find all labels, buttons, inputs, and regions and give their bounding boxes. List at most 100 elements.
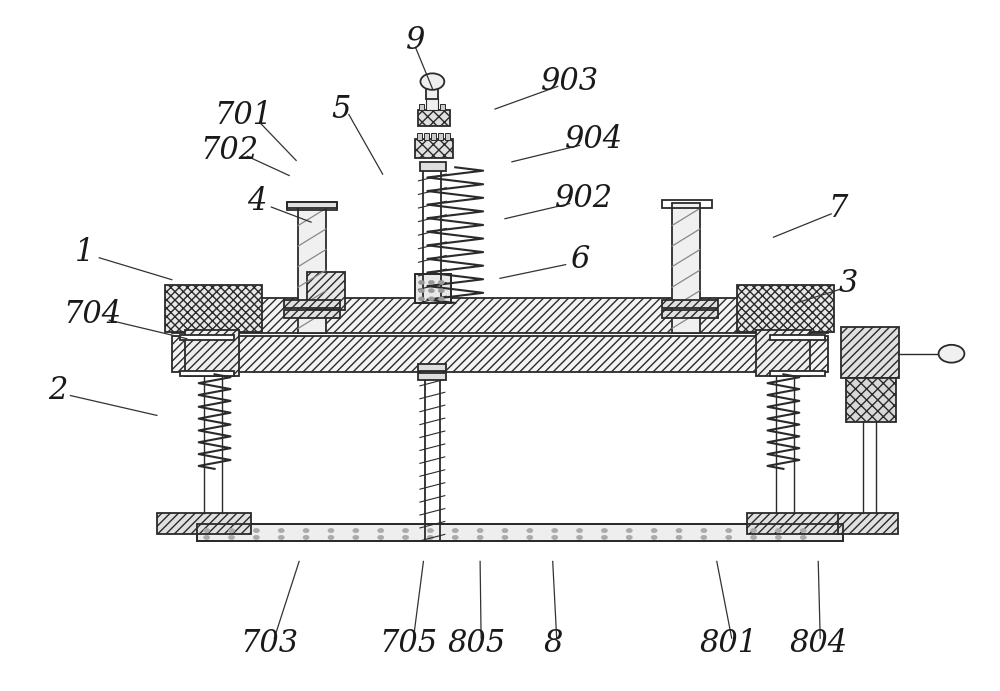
Bar <box>172 298 828 333</box>
Text: 8: 8 <box>544 628 563 659</box>
Circle shape <box>204 529 210 533</box>
Text: 4: 4 <box>247 186 266 217</box>
Text: 804: 804 <box>789 628 847 659</box>
Circle shape <box>328 536 334 540</box>
Circle shape <box>428 297 434 301</box>
Text: 3: 3 <box>838 268 858 299</box>
Circle shape <box>418 297 424 301</box>
Bar <box>770 371 825 377</box>
Text: 801: 801 <box>700 628 758 659</box>
Bar <box>420 162 446 171</box>
Circle shape <box>303 536 309 540</box>
Bar <box>287 202 337 210</box>
Bar <box>197 524 843 541</box>
Bar <box>438 133 443 140</box>
Circle shape <box>278 529 284 533</box>
Circle shape <box>502 536 508 540</box>
Circle shape <box>626 529 632 533</box>
Circle shape <box>701 536 707 540</box>
Bar <box>445 133 450 140</box>
Bar <box>165 285 262 332</box>
Bar <box>747 513 841 534</box>
Text: 705: 705 <box>379 628 438 659</box>
Text: 2: 2 <box>48 375 67 406</box>
Circle shape <box>527 536 533 540</box>
Circle shape <box>751 529 757 533</box>
Bar <box>424 133 429 140</box>
Circle shape <box>676 536 682 540</box>
Bar <box>172 336 828 372</box>
Circle shape <box>403 529 409 533</box>
Circle shape <box>477 536 483 540</box>
Bar <box>431 133 436 140</box>
Text: 6: 6 <box>570 245 589 275</box>
Circle shape <box>477 529 483 533</box>
Circle shape <box>577 529 583 533</box>
Text: 7: 7 <box>828 193 848 224</box>
Bar <box>298 203 326 333</box>
Circle shape <box>378 529 384 533</box>
Bar <box>284 300 340 307</box>
Bar <box>838 513 898 534</box>
Text: 704: 704 <box>63 299 121 330</box>
Circle shape <box>328 529 334 533</box>
Circle shape <box>751 536 757 540</box>
Circle shape <box>204 536 210 540</box>
Text: 805: 805 <box>447 628 505 659</box>
Bar <box>307 272 345 310</box>
Circle shape <box>378 536 384 540</box>
Text: 903: 903 <box>541 66 599 97</box>
Circle shape <box>800 536 806 540</box>
Circle shape <box>427 529 433 533</box>
Circle shape <box>420 73 444 90</box>
Circle shape <box>502 529 508 533</box>
Circle shape <box>428 281 434 285</box>
Circle shape <box>601 529 607 533</box>
Bar <box>846 378 896 422</box>
Circle shape <box>626 536 632 540</box>
Text: 702: 702 <box>200 135 259 166</box>
Bar <box>672 203 700 333</box>
Circle shape <box>939 345 964 363</box>
Bar <box>415 274 451 303</box>
Circle shape <box>278 536 284 540</box>
Circle shape <box>775 529 781 533</box>
Bar <box>197 524 843 541</box>
Circle shape <box>651 529 657 533</box>
Bar <box>185 330 239 377</box>
Bar <box>737 285 834 332</box>
Circle shape <box>726 536 732 540</box>
Circle shape <box>452 536 458 540</box>
Bar <box>440 104 445 111</box>
Text: 701: 701 <box>214 100 272 131</box>
Text: 703: 703 <box>240 628 298 659</box>
Circle shape <box>427 536 433 540</box>
Text: 902: 902 <box>555 182 614 214</box>
Bar <box>426 98 438 111</box>
Bar <box>662 300 718 307</box>
Bar <box>420 371 444 377</box>
Bar <box>180 371 234 377</box>
Bar <box>662 200 712 209</box>
Circle shape <box>253 529 259 533</box>
Text: 5: 5 <box>331 93 351 124</box>
Circle shape <box>428 289 434 293</box>
Circle shape <box>229 536 234 540</box>
Bar <box>415 274 451 303</box>
Bar <box>419 104 424 111</box>
Text: 1: 1 <box>75 238 94 269</box>
Circle shape <box>726 529 732 533</box>
Circle shape <box>303 529 309 533</box>
Circle shape <box>438 281 444 285</box>
Bar <box>418 364 446 371</box>
Circle shape <box>418 289 424 293</box>
Circle shape <box>527 529 533 533</box>
Bar <box>415 139 453 158</box>
Bar <box>418 110 450 126</box>
Circle shape <box>775 536 781 540</box>
Text: 904: 904 <box>565 124 624 155</box>
Circle shape <box>353 529 359 533</box>
Bar <box>180 334 234 340</box>
Bar <box>418 373 446 380</box>
Bar <box>157 513 251 534</box>
